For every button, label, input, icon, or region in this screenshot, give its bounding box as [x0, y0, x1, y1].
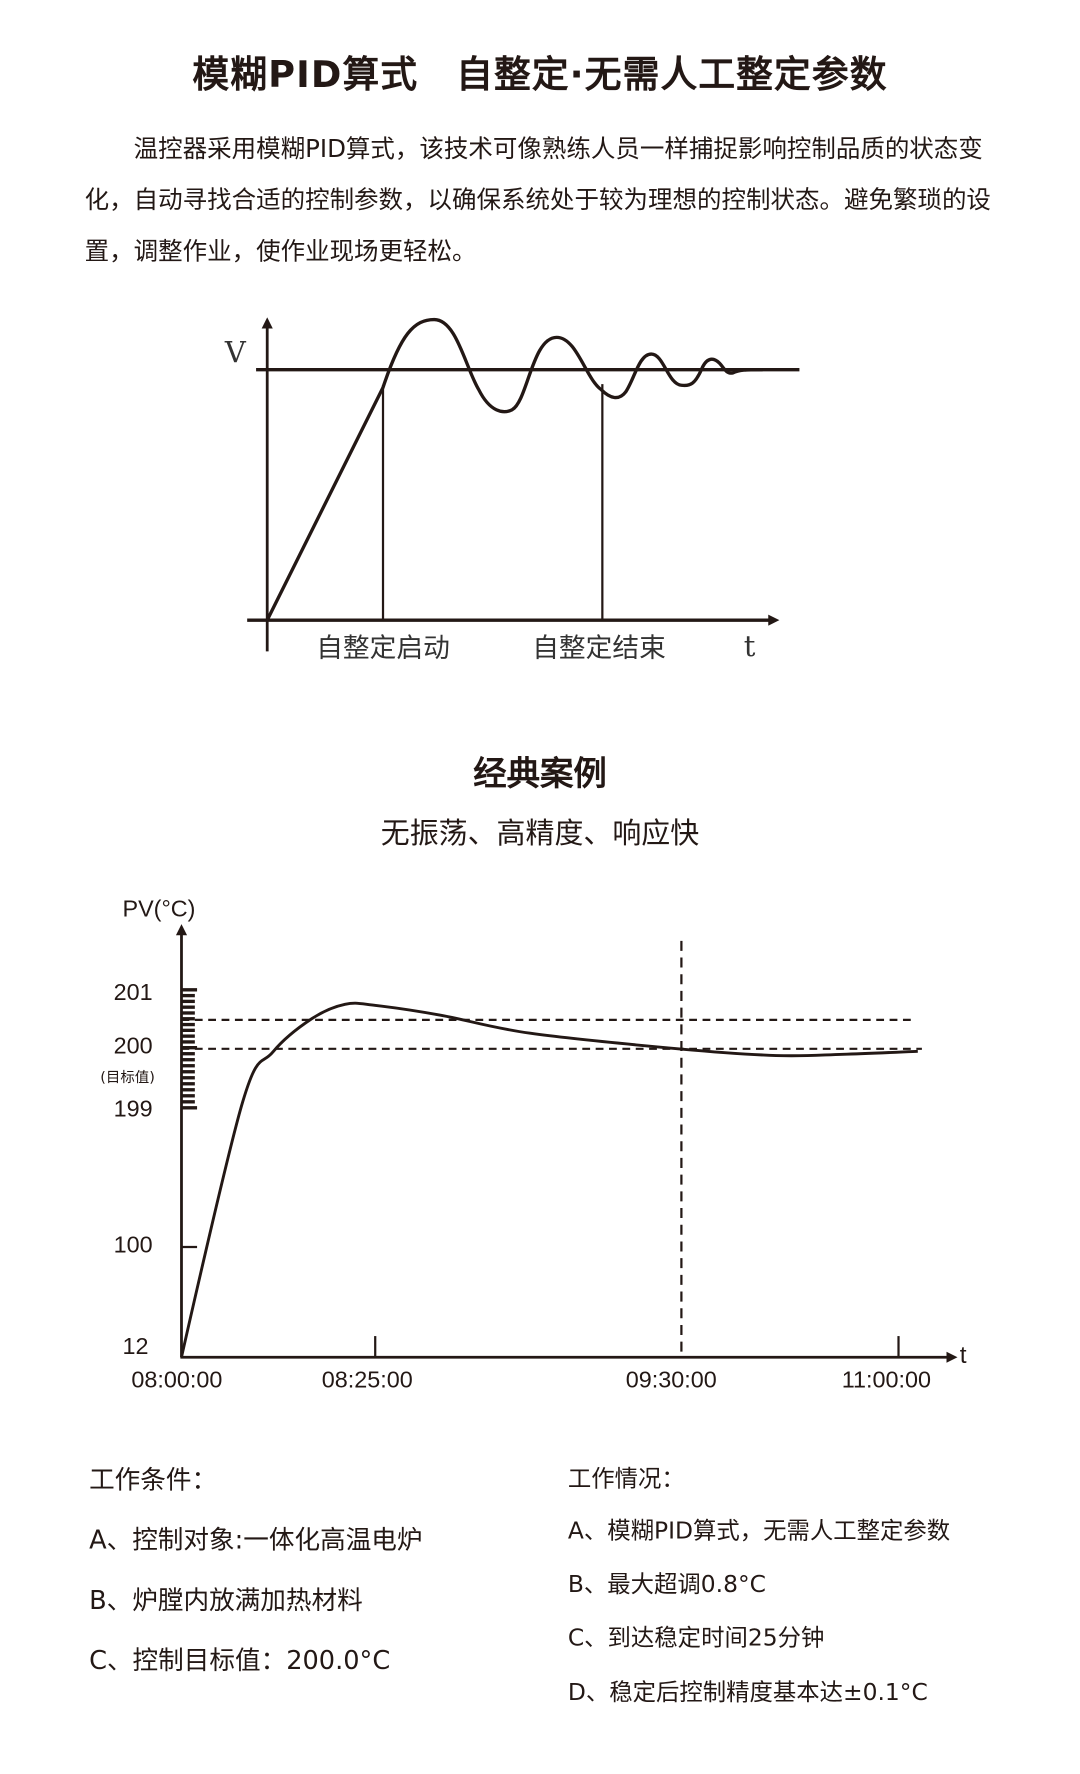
response-curve	[265, 317, 763, 621]
intro-paragraph: 温控器采用模糊PID算式，该技术可像熟练人员一样捕捉影响控制品质的状态变化，自动…	[84, 135, 991, 267]
page-title: 模糊PID算式 自整定·无需人工整定参数	[192, 52, 888, 96]
autotune-diagram	[247, 317, 800, 652]
target-note: (目标值)	[100, 1069, 155, 1087]
result-item: B、最大超调0.8°C	[567, 1571, 766, 1598]
y-tick-label: 12	[122, 1333, 149, 1360]
y-tick-label: 200	[113, 1033, 153, 1059]
case-subtitle: 无振荡、高精度、响应快	[380, 817, 700, 851]
x-tick-label: 08:00:00	[131, 1367, 223, 1393]
results-heading: 工作情况：	[567, 1465, 685, 1492]
condition-item: C、控制目标值：200.0°C	[89, 1646, 391, 1676]
pv-series-line	[180, 1001, 918, 1358]
x-tick-label: 11:00:00	[841, 1367, 932, 1393]
y-tick-label: 201	[113, 979, 153, 1006]
condition-item: B、炉膛内放满加热材料	[89, 1586, 363, 1616]
conditions-heading: 工作条件：	[89, 1466, 218, 1496]
x-tick-label: 09:30:00	[625, 1367, 717, 1393]
result-item: D、稳定后控制精度基本达±0.1°C	[567, 1679, 928, 1706]
condition-item: A、控制对象:一体化高温电炉	[89, 1526, 423, 1556]
x-axis-label: t	[959, 1340, 967, 1369]
x-tick-label: 08:25:00	[321, 1367, 413, 1393]
diagram-y-label: V	[224, 336, 246, 370]
autotune-end-label: 自整定结束	[532, 632, 666, 664]
y-axis-label: PV(°C)	[122, 896, 196, 922]
case-title: 经典案例	[473, 754, 607, 794]
diagram-x-label: t	[743, 630, 756, 664]
autotune-start-label: 自整定启动	[316, 632, 450, 664]
result-item: A、模糊PID算式，无需人工整定参数	[567, 1517, 951, 1545]
result-item: C、到达稳定时间25分钟	[567, 1624, 825, 1652]
case-chart	[175, 924, 958, 1363]
y-tick-label: 199	[113, 1096, 153, 1123]
y-tick-label: 100	[113, 1232, 153, 1259]
